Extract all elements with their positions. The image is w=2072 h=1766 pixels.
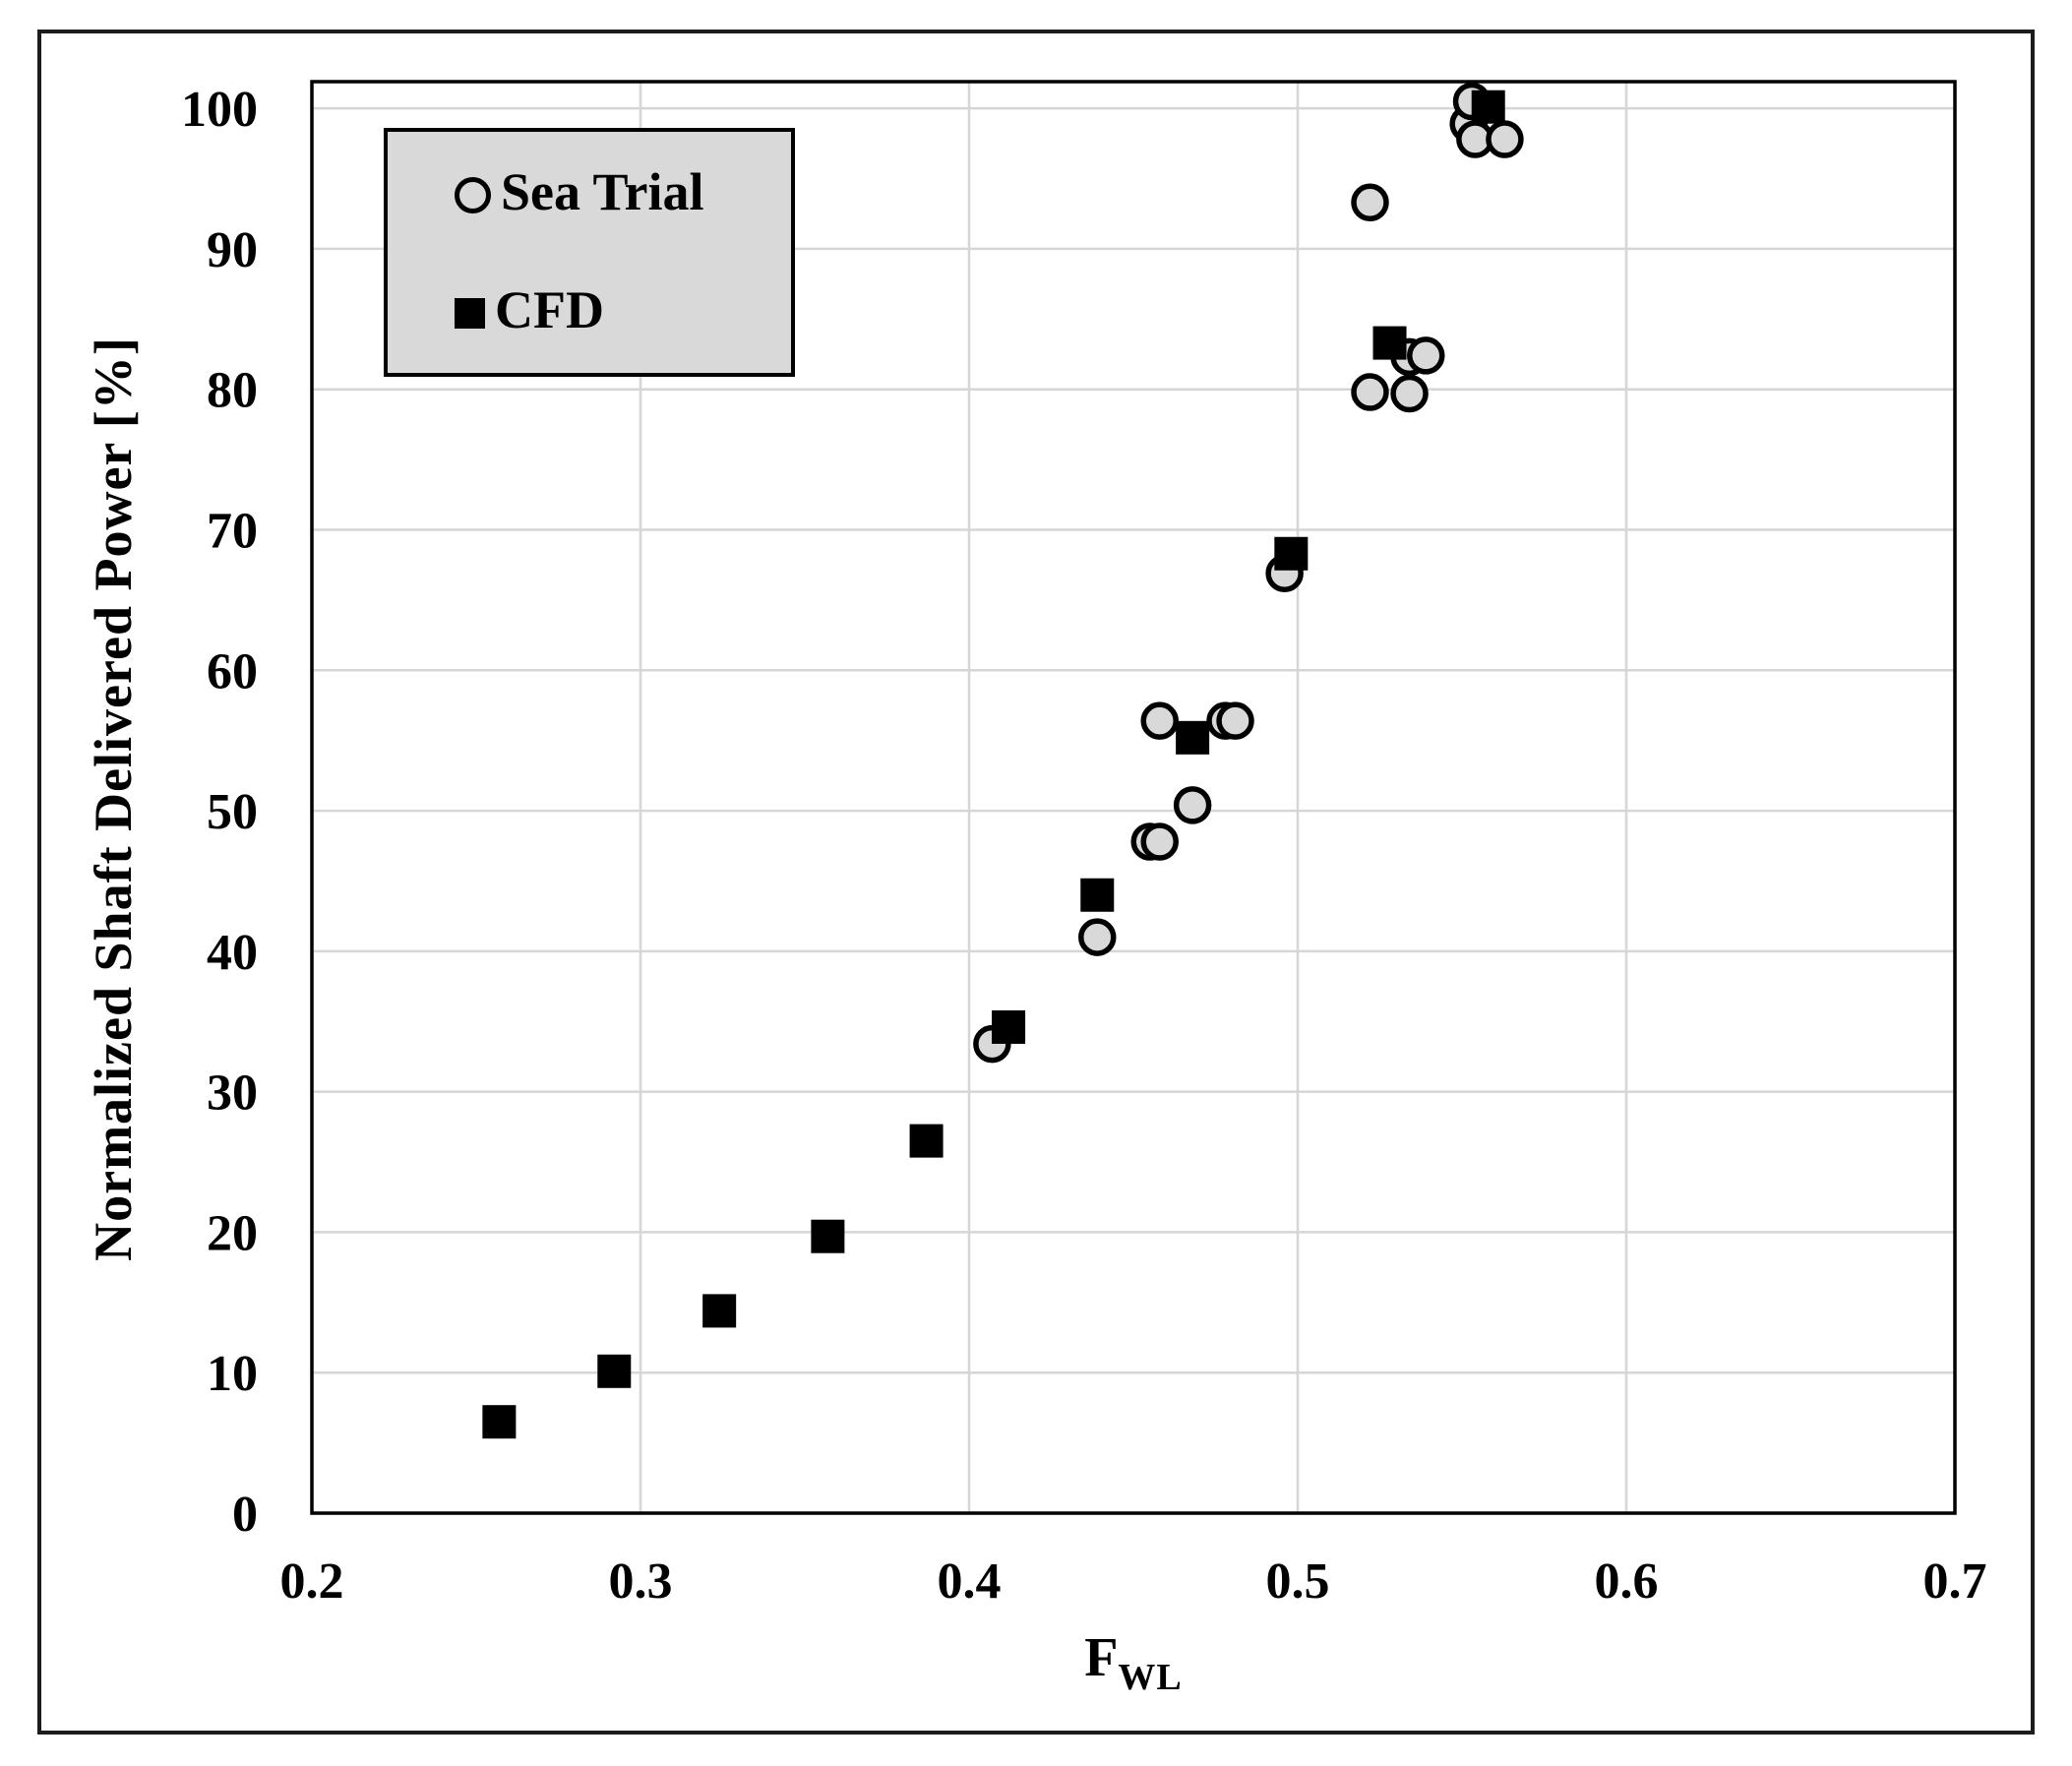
plot-area-border: [310, 80, 1957, 1515]
cfd-point: [1471, 90, 1505, 124]
y-tick-label: 70: [207, 503, 258, 559]
cfd-point: [482, 1405, 517, 1439]
y-axis-title: Normalized Shaft Delivered Power [%]: [84, 336, 143, 1261]
y-tick-label: 0: [232, 1487, 258, 1543]
cfd-point: [702, 1294, 737, 1328]
x-tick-label: 0.3: [609, 1553, 673, 1610]
sea-trial-point: [1140, 822, 1179, 861]
x-tick-label: 0.2: [280, 1553, 344, 1610]
x-tick-label: 0.4: [938, 1553, 1002, 1610]
sea-trial-point: [1351, 373, 1389, 411]
figure-border: [37, 30, 2035, 1735]
legend-item-sea-trial: Sea Trial: [455, 163, 704, 226]
y-tick-label: 50: [207, 784, 258, 840]
sea-trial-point: [1140, 701, 1179, 740]
cfd-point: [597, 1354, 632, 1388]
y-tick-label: 80: [207, 363, 258, 419]
y-tick-label: 30: [207, 1066, 258, 1122]
circle-outline-icon: [455, 176, 491, 213]
x-axis-title-subscript: WL: [1118, 1657, 1183, 1698]
cfd-point: [1372, 326, 1407, 360]
x-tick-label: 0.7: [1923, 1553, 1987, 1610]
sea-trial-point: [1486, 120, 1524, 158]
cfd-point: [992, 1009, 1026, 1044]
cfd-point: [811, 1219, 845, 1253]
sea-trial-point: [1390, 374, 1429, 413]
y-tick-label: 90: [207, 222, 258, 278]
y-tick-label: 40: [207, 925, 258, 981]
y-tick-label: 60: [207, 643, 258, 700]
y-tick-label: 10: [207, 1346, 258, 1402]
y-tick-label: 20: [207, 1205, 258, 1261]
cfd-point: [1274, 536, 1309, 571]
x-tick-label: 0.5: [1266, 1553, 1330, 1610]
x-axis-title-main: F: [1084, 1627, 1119, 1688]
y-tick-label: 100: [181, 82, 258, 138]
sea-trial-point: [1407, 336, 1445, 375]
x-axis-title: FWL: [1084, 1626, 1183, 1699]
legend-box: Sea Trial CFD: [384, 128, 795, 377]
cfd-point: [1080, 878, 1115, 912]
legend-item-cfd: CFD: [455, 281, 604, 344]
sea-trial-point: [1078, 918, 1117, 956]
cfd-point: [1176, 720, 1210, 755]
filled-square-icon: [455, 297, 485, 329]
sea-trial-point: [1173, 786, 1212, 824]
x-tick-label: 0.6: [1595, 1553, 1659, 1610]
legend-label-sea-trial: Sea Trial: [501, 162, 704, 221]
sea-trial-point: [1351, 183, 1389, 222]
sea-trial-point: [1216, 701, 1254, 740]
legend-label-cfd: CFD: [495, 280, 604, 339]
cfd-point: [909, 1124, 944, 1158]
